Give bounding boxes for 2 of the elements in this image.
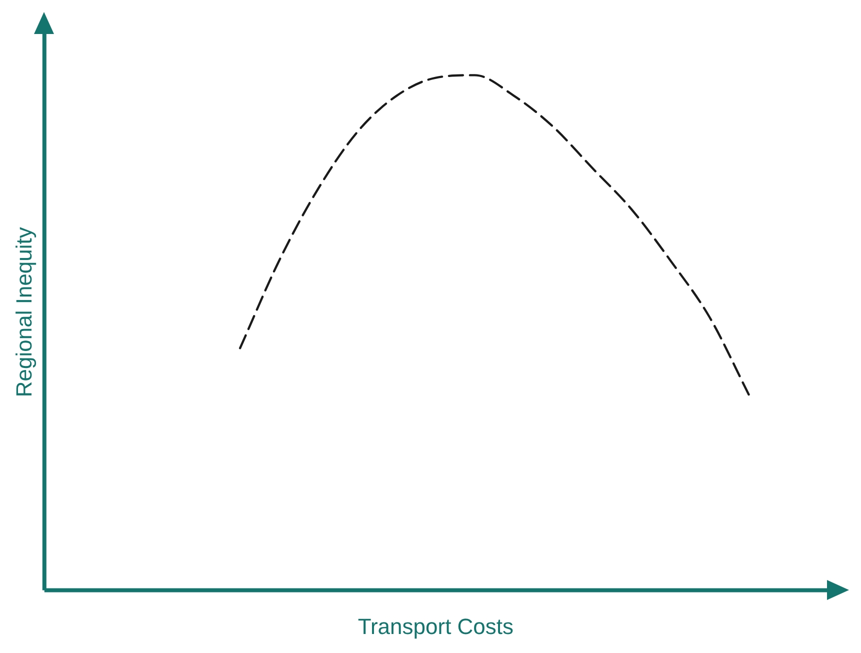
y-axis-title: Regional Inequity [11,227,36,398]
x-axis-title: Transport Costs [358,614,514,639]
